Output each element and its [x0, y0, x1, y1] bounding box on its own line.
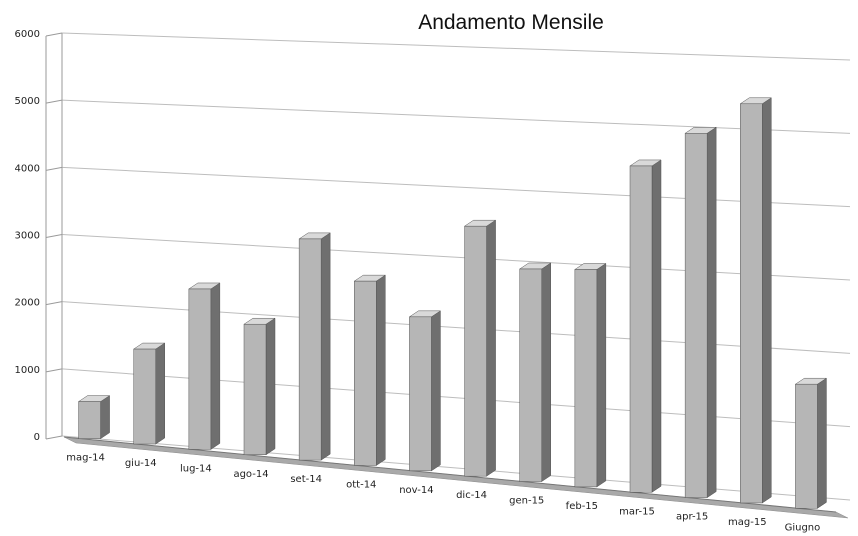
xtick-label: feb-15: [566, 501, 598, 512]
ytick-mark: [45, 368, 63, 373]
ytick-label: 2000: [15, 298, 40, 309]
gridline: [61, 234, 851, 281]
bar-front: [243, 323, 267, 456]
ytick-mark: [45, 99, 63, 104]
bar-side: [210, 282, 221, 450]
bar-side: [155, 342, 165, 445]
xtick-label: set-14: [290, 474, 322, 485]
bar-front: [574, 269, 598, 488]
bar-side: [100, 395, 110, 440]
bar-front: [519, 268, 542, 482]
gridline: [61, 368, 851, 428]
bar-front: [78, 401, 101, 439]
bar-apr-15: [684, 126, 717, 499]
ytick-label: 6000: [15, 29, 40, 40]
bar-side: [651, 159, 662, 493]
xtick-label: Giugno: [785, 522, 821, 533]
bar-Giugno: [794, 377, 828, 509]
bar-front: [464, 225, 487, 477]
bar-side: [706, 126, 717, 499]
x-axis: mag-14 giu-14 lug-14 ago-14 set-14 ott-14 nov-…: [66, 453, 820, 534]
bar-front: [740, 103, 763, 504]
gridline: [61, 166, 851, 208]
bar-mar-15: [629, 159, 662, 493]
bar-mag-14: [77, 395, 111, 440]
xtick-label: ago-14: [233, 469, 268, 480]
chart-title: Andamento Mensile: [418, 11, 604, 34]
xtick-label: giu-14: [125, 458, 157, 469]
bar-front: [684, 133, 708, 498]
xtick-label: mag-14: [66, 453, 105, 464]
bars: [77, 97, 828, 509]
ytick-label: 3000: [15, 231, 40, 242]
ytick-label: 5000: [15, 96, 40, 107]
xtick-label: mag-15: [728, 517, 767, 528]
y-axis: 0 1000 2000 3000 4000 5000 6000: [15, 29, 63, 443]
bar-feb-15: [574, 263, 607, 488]
xtick-label: lug-14: [180, 463, 212, 474]
bar-front: [795, 383, 818, 509]
bar-front: [629, 165, 653, 493]
bar-side: [320, 232, 331, 461]
bar-side: [486, 219, 496, 477]
ytick-label: 4000: [15, 163, 40, 174]
xtick-label: mar-15: [619, 506, 655, 517]
bar-front: [409, 316, 432, 472]
x-axis-line: [63, 436, 837, 513]
bar-set-14: [298, 232, 331, 461]
bar-front: [133, 348, 156, 445]
bar-side: [762, 97, 772, 504]
bar-front: [188, 288, 212, 450]
bar-side: [431, 310, 441, 472]
ytick-mark: [45, 32, 63, 37]
bar-front: [298, 238, 322, 461]
bar-lug-14: [188, 282, 221, 450]
xtick-label: gen-15: [509, 496, 544, 507]
bar-nov-14: [408, 310, 442, 472]
bar-side: [541, 262, 551, 483]
gridline: [61, 301, 851, 354]
bar-side: [817, 377, 827, 509]
floor-band: [63, 436, 849, 519]
ytick-label: 1000: [15, 365, 40, 376]
gridline: [61, 99, 851, 134]
ytick-mark: [45, 301, 63, 306]
xtick-label: nov-14: [399, 485, 433, 496]
chart-floor: [63, 436, 849, 519]
bar-front: [354, 280, 377, 466]
xtick-label: dic-14: [456, 490, 487, 501]
xtick-label: ott-14: [346, 479, 376, 490]
bar-dic-14: [463, 219, 497, 477]
xtick-label: apr-15: [676, 512, 708, 523]
bar-ago-14: [243, 317, 276, 456]
gridline: [61, 32, 851, 61]
bar-side: [376, 274, 386, 466]
bar-mag-15: [739, 97, 773, 504]
bar-side: [596, 263, 607, 488]
bar-ott-14: [353, 274, 387, 466]
bar-gen-15: [518, 262, 552, 483]
ytick-mark: [45, 234, 63, 238]
ytick-label: 0: [34, 432, 40, 443]
ytick-mark: [45, 166, 63, 171]
ytick-mark: [45, 435, 63, 440]
bar-side: [265, 317, 276, 456]
gridlines: [61, 32, 851, 501]
bar-giu-14: [132, 342, 166, 445]
